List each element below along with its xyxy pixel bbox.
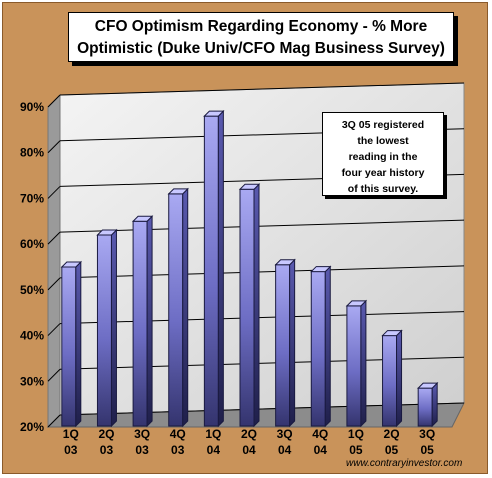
- bar: [416, 381, 439, 428]
- bar-top: [167, 188, 189, 195]
- bar-side: [217, 109, 224, 428]
- x-tick-label: 1Q 03: [63, 427, 79, 457]
- y-tick-label: 60%: [20, 237, 44, 251]
- gridline-side: [47, 414, 61, 428]
- plot-side-wall: [47, 93, 61, 429]
- bar-side: [431, 381, 438, 428]
- bar-front: [346, 305, 362, 427]
- bar: [310, 265, 332, 428]
- bar-side: [396, 329, 403, 428]
- x-tick-label: 4Q 03: [170, 427, 186, 457]
- bar-side: [75, 260, 82, 428]
- bar: [381, 329, 403, 428]
- gridline-side: [47, 231, 61, 245]
- bar-top: [96, 229, 118, 236]
- chart-title-line-1: CFO Optimism Regarding Economy - % More: [94, 18, 428, 35]
- bar-front: [239, 188, 255, 427]
- bar-top: [416, 382, 439, 389]
- gridline: [59, 265, 465, 279]
- bar-top: [60, 261, 83, 268]
- gridline-side: [47, 277, 61, 291]
- bar-side: [182, 187, 189, 428]
- bar-top: [131, 215, 154, 222]
- bar-side: [360, 299, 367, 428]
- y-tick-label: 20%: [20, 420, 44, 434]
- bar-top: [345, 300, 368, 307]
- bar: [345, 299, 368, 428]
- y-tick-label: 80%: [20, 146, 44, 160]
- gridline-side: [47, 368, 61, 382]
- bar-front: [275, 264, 291, 427]
- y-tick-label: 50%: [20, 283, 44, 297]
- x-tick-label: 4Q 04: [312, 427, 328, 457]
- gridline-side: [47, 323, 61, 336]
- gridline-side: [47, 186, 61, 199]
- x-tick-label: 3Q 04: [277, 427, 293, 457]
- y-tick-label: 70%: [20, 191, 44, 205]
- x-tick-label: 2Q 04: [241, 427, 257, 457]
- bar: [238, 183, 261, 428]
- chart-annotation: 3Q 05 registered the lowest reading in t…: [322, 112, 444, 196]
- bar: [167, 187, 189, 428]
- bar-side: [289, 258, 296, 428]
- bar-top: [274, 259, 296, 266]
- bar-front: [61, 266, 77, 427]
- bar-top: [238, 183, 261, 190]
- x-tick-label: 2Q 05: [384, 427, 400, 457]
- bar-top: [310, 266, 332, 273]
- bar-front: [203, 115, 219, 427]
- bar: [274, 258, 296, 428]
- x-tick-label: 3Q 05: [419, 427, 435, 457]
- gridline: [59, 311, 465, 325]
- x-tick-label: 1Q 04: [205, 427, 221, 457]
- bar-front: [132, 220, 148, 427]
- bar: [96, 228, 118, 428]
- bar-side: [253, 183, 260, 428]
- bar-front: [310, 271, 326, 427]
- x-tick-label: 3Q 03: [134, 427, 150, 457]
- bar-side: [110, 228, 117, 428]
- bar-top: [203, 110, 225, 117]
- chart-title-line-2: Optimistic (Duke Univ/CFO Mag Business S…: [77, 40, 445, 57]
- bar-top: [381, 330, 403, 337]
- x-tick-label: 2Q 03: [98, 427, 114, 457]
- chart-title: CFO Optimism Regarding Economy - % More …: [68, 12, 454, 62]
- bar-front: [96, 234, 112, 427]
- bar-side: [324, 265, 331, 428]
- x-tick-label: 1Q 05: [348, 427, 364, 457]
- bar: [203, 109, 225, 428]
- bar-side: [146, 215, 153, 428]
- y-tick-label: 90%: [20, 100, 44, 114]
- bar: [131, 215, 154, 428]
- bar-front: [168, 193, 184, 427]
- y-tick-label: 40%: [20, 329, 44, 343]
- y-tick-label: 30%: [20, 374, 44, 388]
- gridline-side: [47, 140, 61, 154]
- gridline: [59, 82, 465, 96]
- bar: [60, 260, 83, 428]
- gridline-side: [47, 94, 61, 108]
- watermark-text: www.contraryinvestor.com: [346, 458, 463, 469]
- bar-front: [382, 335, 398, 427]
- gridline: [59, 219, 465, 233]
- bar-front: [417, 387, 433, 427]
